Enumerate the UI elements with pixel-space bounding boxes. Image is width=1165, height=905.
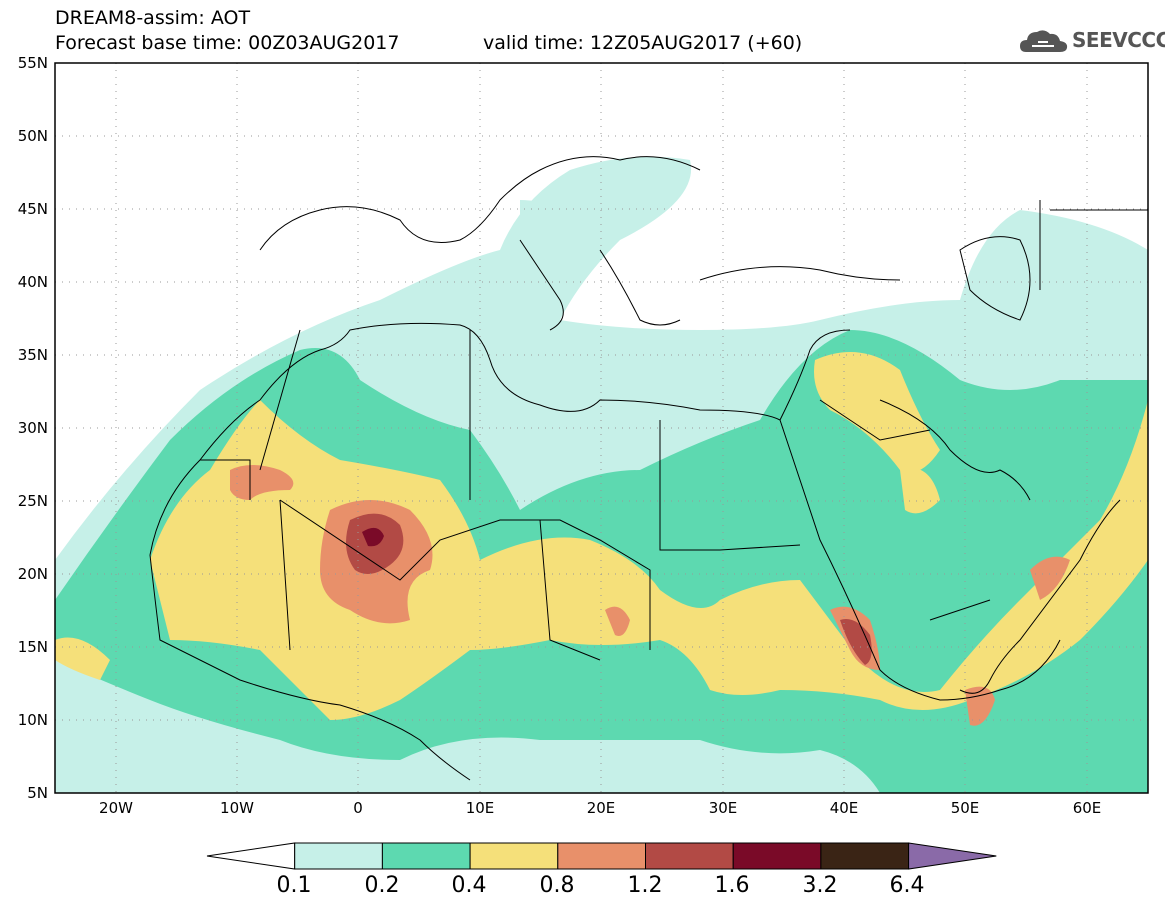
lon-label-40e: 40E: [829, 799, 859, 817]
colorbar-segment-6: [732, 842, 822, 870]
lat-label-15n: 15N: [17, 638, 48, 656]
lon-label-10w: 10W: [220, 799, 254, 817]
cloud-icon: [1020, 30, 1068, 52]
colorbar-label-6.4: 6.4: [889, 873, 925, 898]
colorbar-segment-7: [820, 842, 910, 870]
seevccc-logo: SEEVCCC: [1072, 28, 1165, 52]
colorbar-segment-8: [908, 842, 997, 870]
aot-band-0.4: [150, 400, 1148, 720]
colorbar-segment-2: [381, 842, 471, 870]
colorbar-label-1.2: 1.2: [627, 873, 663, 898]
lat-label-55n: 55N: [17, 54, 48, 72]
lat-label-10n: 10N: [17, 711, 48, 729]
lon-label-60e: 60E: [1072, 799, 1102, 817]
lat-label-25n: 25N: [17, 492, 48, 510]
lat-label-20n: 20N: [17, 565, 48, 583]
lon-label-20e: 20E: [586, 799, 616, 817]
lon-label-20w: 20W: [99, 799, 133, 817]
lon-label-30e: 30E: [708, 799, 738, 817]
forecast-base-time: Forecast base time: 00Z03AUG2017: [55, 32, 400, 54]
colorbar-label-1.6: 1.6: [714, 873, 750, 898]
colorbar-label-0.1: 0.1: [276, 873, 312, 898]
lon-label-0: 0: [353, 799, 363, 817]
lat-label-35n: 35N: [17, 346, 48, 364]
lat-label-50n: 50N: [17, 127, 48, 145]
lon-label-10e: 10E: [465, 799, 495, 817]
lat-label-30n: 30N: [17, 419, 48, 437]
aot-band-1.6: [362, 527, 384, 547]
lat-label-40n: 40N: [17, 273, 48, 291]
colorbar-label-0.8: 0.8: [539, 873, 575, 898]
lat-label-45n: 45N: [17, 200, 48, 218]
colorbar-label-3.2: 3.2: [802, 873, 838, 898]
colorbar-segment-1: [294, 842, 383, 870]
colorbar-label-0.4: 0.4: [451, 873, 487, 898]
map-title: DREAM8-assim: AOT: [55, 7, 251, 29]
colorbar-segment-0: [206, 842, 296, 870]
valid-time: valid time: 12Z05AUG2017 (+60): [483, 32, 803, 54]
colorbar-segment-4: [557, 842, 646, 870]
colorbar-label-0.2: 0.2: [364, 873, 400, 898]
lon-label-50e: 50E: [950, 799, 980, 817]
colorbar-segment-5: [645, 842, 734, 870]
colorbar-segment-3: [469, 842, 559, 870]
lat-label-5n: 5N: [27, 784, 48, 802]
